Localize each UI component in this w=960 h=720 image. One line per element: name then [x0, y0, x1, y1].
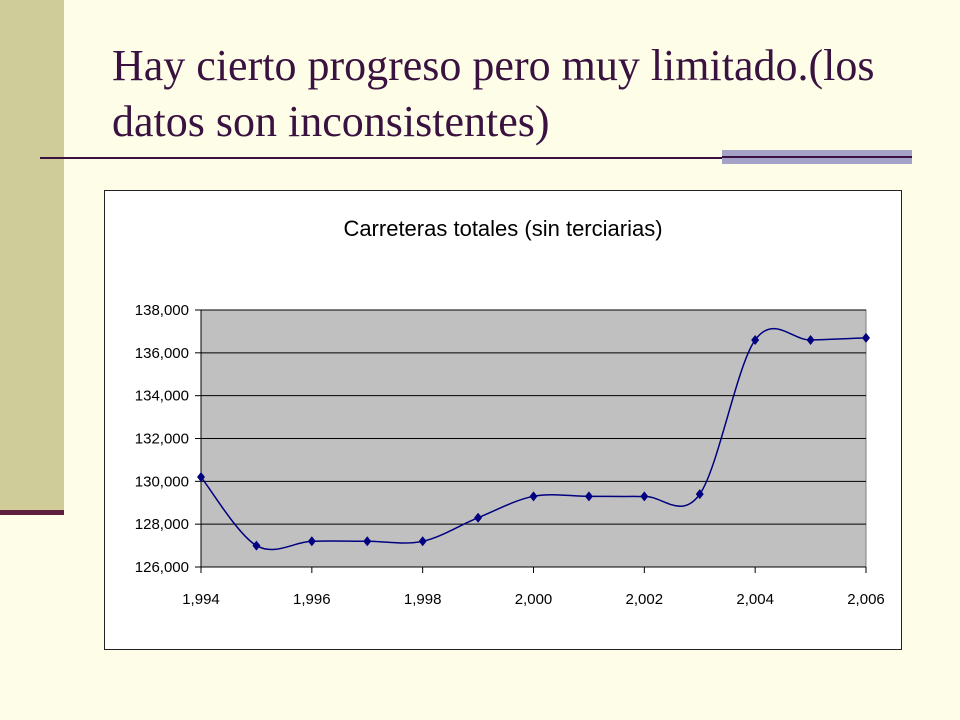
y-tick-label: 134,000 [135, 388, 189, 405]
x-tick-label: 1,994 [182, 591, 220, 608]
data-point-marker [474, 512, 483, 523]
gridlines [201, 309, 866, 525]
data-point-marker [252, 540, 261, 551]
y-tick-label: 138,000 [135, 302, 189, 319]
x-tick-label: 2,000 [515, 591, 553, 608]
title-rule [40, 157, 912, 159]
data-point-marker [751, 334, 760, 345]
data-point-marker [584, 491, 593, 502]
series-group [197, 327, 870, 551]
data-point-marker [695, 489, 704, 500]
data-point-marker [640, 491, 649, 502]
side-accent-line [0, 510, 64, 515]
chart-title: Carreteras totales (sin terciarias) [343, 216, 662, 241]
slide-title: Hay cierto progreso pero muy limitado.(l… [112, 41, 875, 146]
y-axis-ticks: 126,000 128,000 130,000 132,000 134,000 136,0… [135, 302, 201, 576]
line-chart: Carreteras totales (sin terciarias) 126,… [135, 216, 885, 608]
y-tick-label: 128,000 [135, 516, 189, 533]
y-tick-label: 130,000 [135, 473, 189, 490]
x-tick-label: 2,002 [626, 591, 664, 608]
x-tick-label: 2,006 [847, 591, 885, 608]
side-band [0, 0, 64, 512]
data-point-marker [307, 536, 316, 547]
y-tick-label: 132,000 [135, 431, 189, 448]
x-axis-ticks: 1,994 1,996 1,998 2,000 2,002 2,004 2,006 [182, 567, 885, 608]
chart-frame: Carreteras totales (sin terciarias) 126,… [104, 190, 902, 650]
data-point-marker [418, 536, 427, 547]
title-accent-rule [722, 156, 912, 158]
x-tick-label: 1,996 [293, 591, 331, 608]
y-tick-label: 136,000 [135, 345, 189, 362]
data-point-marker [197, 472, 205, 483]
x-tick-label: 1,998 [404, 591, 442, 608]
x-tick-label: 2,004 [736, 591, 774, 608]
data-point-marker [862, 332, 870, 343]
data-point-marker [363, 536, 372, 547]
y-tick-label: 126,000 [135, 559, 189, 576]
data-point-marker [529, 491, 538, 502]
data-point-marker [806, 334, 815, 345]
